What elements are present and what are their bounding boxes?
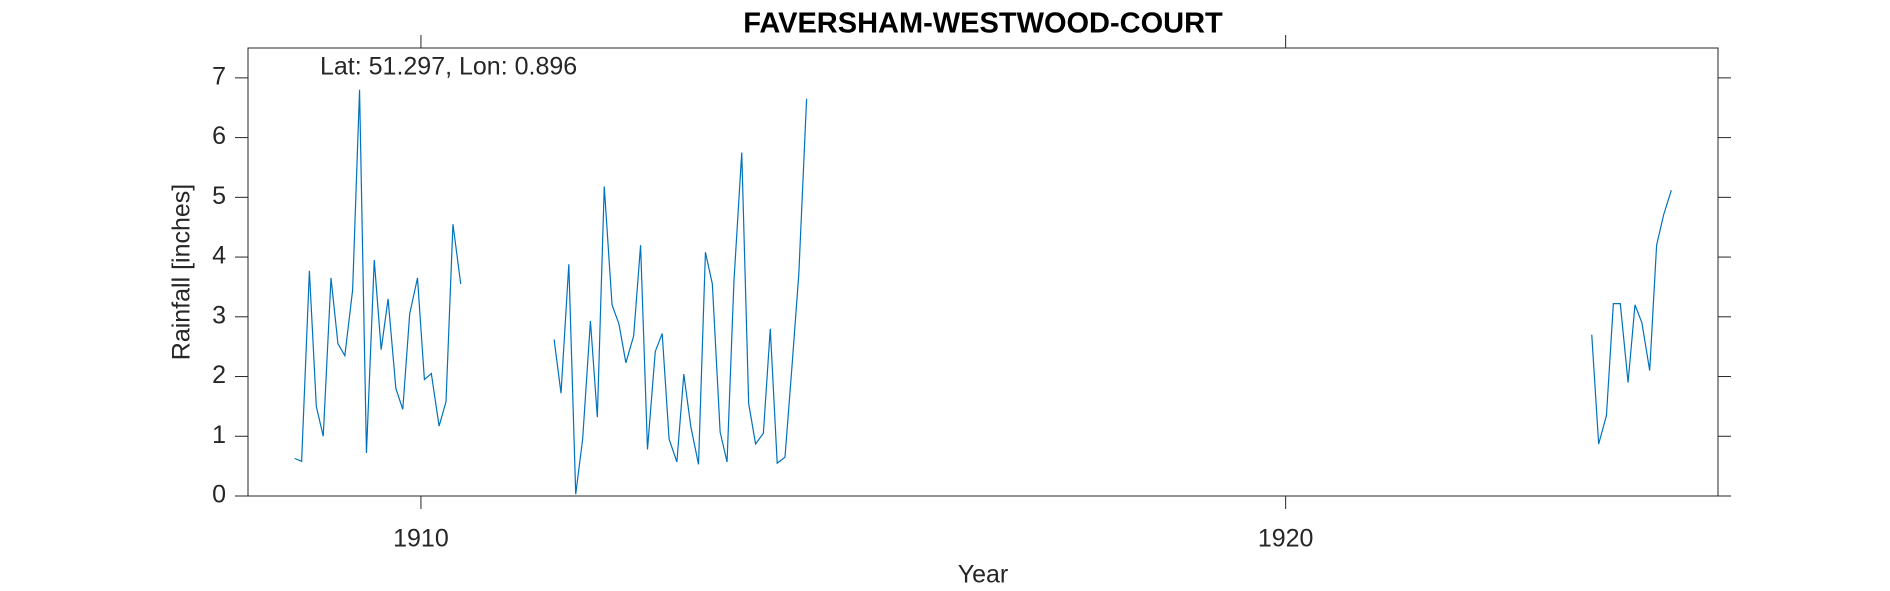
x-tick-label: 1910 xyxy=(393,525,449,553)
y-tick-label: 0 xyxy=(212,481,226,509)
x-tick-label: 1920 xyxy=(1258,525,1314,553)
y-tick-label: 1 xyxy=(212,421,226,449)
y-tick-label: 7 xyxy=(212,62,226,90)
data-line xyxy=(294,89,1672,495)
y-tick-label: 3 xyxy=(212,301,226,329)
y-tick-label: 2 xyxy=(212,361,226,389)
y-tick-label: 4 xyxy=(212,242,226,270)
chart-title: FAVERSHAM-WESTWOOD-COURT xyxy=(743,8,1223,40)
x-axis-label: Year xyxy=(958,561,1009,589)
annotation: Lat: 51.297, Lon: 0.896 xyxy=(320,53,577,81)
y-tick-label: 5 xyxy=(212,182,226,210)
plot-frame xyxy=(247,47,1719,497)
y-axis-label: Rainfall [inches] xyxy=(168,184,196,360)
y-tick-label: 6 xyxy=(212,122,226,150)
